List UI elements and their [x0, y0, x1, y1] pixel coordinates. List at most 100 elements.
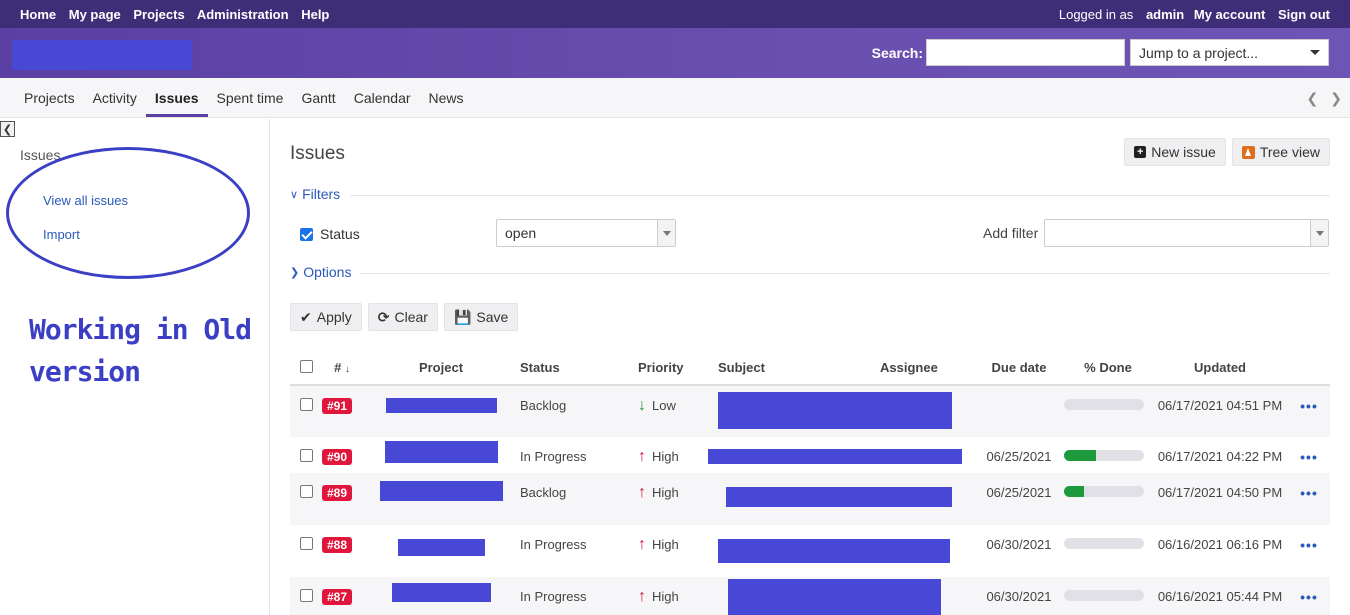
options-toggle[interactable]: ❯ Options [290, 264, 351, 280]
filter-status-checkbox[interactable] [300, 227, 313, 241]
arrow-down-icon: ↓ [638, 397, 646, 414]
select-all-checkbox[interactable] [299, 359, 313, 373]
new-issue-button[interactable]: + New issue [1124, 138, 1226, 166]
col-header-updated[interactable]: Updated [1152, 351, 1288, 386]
col-header-id[interactable]: # ↓ [322, 351, 362, 386]
options-legend: Options [303, 264, 352, 280]
col-header-done[interactable]: % Done [1064, 351, 1152, 386]
chevron-right-icon[interactable]: ❯ [1330, 90, 1342, 106]
col-id-label: # [334, 360, 342, 375]
row-checkbox[interactable] [299, 589, 313, 602]
filters-legend: Filters [302, 186, 341, 202]
done-progress-bar [1064, 450, 1144, 461]
save-icon: 💾 [453, 308, 472, 325]
tab-gantt[interactable]: Gantt [301, 89, 336, 106]
row-checkbox[interactable] [299, 449, 313, 462]
menu-scroll-arrows: ❮ ❯ [1307, 90, 1342, 107]
col-header-due-date[interactable]: Due date [974, 351, 1064, 386]
table-row[interactable]: #90 In Progress ↑ High 06/25/2021 06/17/2… [290, 437, 1330, 473]
issue-due-date: 06/30/2021 [986, 537, 1052, 552]
add-filter-select[interactable] [1044, 219, 1329, 247]
row-checkbox[interactable] [299, 398, 313, 411]
tab-projects[interactable]: Projects [24, 89, 75, 106]
arrow-up-icon: ↑ [638, 536, 646, 553]
tree-view-button[interactable]: Tree view [1231, 138, 1330, 166]
plus-icon: + [1134, 146, 1147, 158]
tab-issues[interactable]: Issues [145, 78, 208, 117]
filters-toggle[interactable]: ∨ Filters [290, 186, 340, 202]
redacted-project [379, 481, 503, 501]
issue-updated: 06/17/2021 04:22 PM [1157, 449, 1283, 464]
priority-label: High [652, 449, 679, 464]
top-link-help[interactable]: Help [301, 6, 330, 22]
arrow-up-icon: ↑ [638, 448, 646, 465]
tab-news[interactable]: News [428, 89, 464, 106]
apply-button[interactable]: ✔ Apply [290, 303, 362, 331]
page-title: Issues [290, 143, 345, 164]
issue-id-badge[interactable]: #87 [322, 589, 353, 605]
row-checkbox[interactable] [299, 537, 313, 550]
tab-calendar[interactable]: Calendar [353, 89, 411, 106]
clear-label: Clear [394, 309, 428, 325]
col-header-status[interactable]: Status [520, 351, 638, 386]
more-actions-icon[interactable]: ••• [1300, 589, 1318, 605]
redacted-subject [718, 392, 952, 429]
col-header-subject[interactable]: Subject [718, 351, 880, 386]
top-link-my-page[interactable]: My page [68, 6, 121, 22]
dropdown-arrow-icon [1310, 220, 1328, 246]
issue-status: In Progress [520, 589, 587, 604]
more-actions-icon[interactable]: ••• [1300, 398, 1318, 414]
col-header-assignee[interactable]: Assignee [880, 351, 974, 386]
table-row[interactable]: #89 Backlog ↑ High 06/25/2021 06/17/2021 … [290, 473, 1330, 525]
my-account-link[interactable]: My account [1193, 6, 1266, 22]
sidebar-link-import[interactable]: Import [43, 227, 80, 242]
table-row[interactable]: #87 In Progress ↑ High 06/30/2021 06/16/2… [290, 577, 1330, 615]
redacted-project [384, 441, 498, 463]
done-progress-bar [1064, 486, 1144, 497]
save-button[interactable]: 💾 Save [443, 303, 519, 331]
issue-id-badge[interactable]: #90 [322, 449, 353, 465]
sidebar-link-view-all-issues[interactable]: View all issues [43, 193, 129, 208]
issue-updated: 06/17/2021 04:51 PM [1157, 398, 1283, 413]
chevron-right-icon: ❯ [290, 266, 300, 279]
redacted-subject [726, 487, 952, 507]
jump-to-project-select[interactable]: Jump to a project... [1130, 39, 1329, 66]
annotation-ellipse [6, 147, 250, 279]
save-label: Save [476, 309, 509, 325]
search-input[interactable] [926, 39, 1125, 66]
issues-table: # ↓ Project Status Priority Subject Assi… [290, 351, 1330, 615]
main-menu: Projects Activity Issues Spent time Gant… [0, 78, 1350, 118]
top-link-projects[interactable]: Projects [133, 6, 185, 22]
sidebar-collapse-icon[interactable]: ❮ [0, 121, 15, 137]
issue-id-badge[interactable]: #89 [322, 485, 353, 501]
issue-id-badge[interactable]: #88 [322, 537, 353, 553]
col-header-project[interactable]: Project [362, 351, 520, 386]
issue-priority: ↑ High [638, 536, 718, 553]
more-actions-icon[interactable]: ••• [1300, 449, 1318, 465]
col-header-priority[interactable]: Priority [638, 351, 718, 386]
issue-priority: ↑ High [638, 589, 718, 605]
clear-button[interactable]: ⟳ Clear [367, 303, 438, 331]
table-row[interactable]: #88 In Progress ↑ High 06/30/2021 06/16/2… [290, 525, 1330, 577]
more-actions-icon[interactable]: ••• [1300, 485, 1318, 501]
row-checkbox[interactable] [299, 485, 313, 498]
priority-label: High [652, 589, 679, 604]
sign-out-link[interactable]: Sign out [1278, 6, 1330, 22]
table-row[interactable]: #91 Backlog ↓ Low 06/17/2021 04:51 PM ••• [290, 385, 1330, 437]
issue-status: In Progress [520, 449, 587, 464]
tab-spent-time[interactable]: Spent time [216, 89, 284, 106]
tree-view-label: Tree view [1259, 144, 1320, 160]
redacted-project [397, 539, 485, 556]
issue-updated: 06/16/2021 05:44 PM [1157, 589, 1283, 604]
more-actions-icon[interactable]: ••• [1300, 537, 1318, 553]
top-link-administration[interactable]: Administration [196, 6, 289, 22]
tab-activity[interactable]: Activity [92, 89, 137, 106]
filter-status-operator-select[interactable]: open [496, 219, 676, 247]
annotation-note: Working in Old version [29, 309, 252, 393]
issue-id-badge[interactable]: #91 [322, 398, 353, 414]
jump-to-project-label: Jump to a project... [1139, 44, 1259, 61]
chevron-left-icon[interactable]: ❮ [1306, 90, 1319, 106]
table-header-row: # ↓ Project Status Priority Subject Assi… [290, 351, 1330, 386]
logged-in-user[interactable]: admin [1145, 6, 1185, 22]
top-link-home[interactable]: Home [20, 6, 57, 22]
